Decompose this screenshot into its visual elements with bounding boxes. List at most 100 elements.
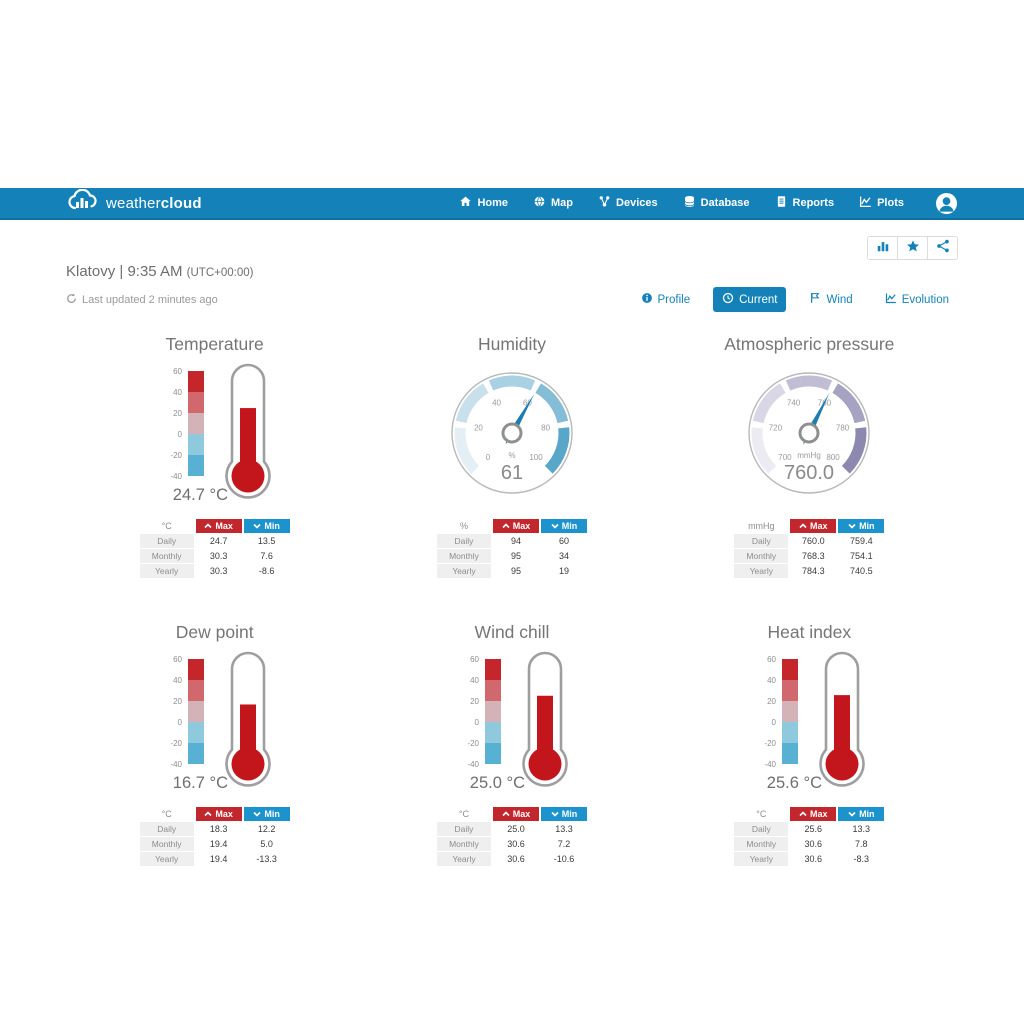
station-title: Klatovy | 9:35 AM (UTC+00:00) bbox=[66, 263, 254, 280]
min-value: -8.3 bbox=[853, 854, 870, 864]
nav-item-devices[interactable]: Devices bbox=[598, 195, 658, 211]
gauge-band-segment bbox=[488, 375, 536, 391]
statistics-button[interactable] bbox=[868, 237, 897, 259]
bar-chart-icon bbox=[876, 239, 890, 258]
gauge-band-segment bbox=[454, 427, 480, 474]
panel-heat-index: Heat index 60 40 20 0 -20 -40 25.6 °C °C Max Min Da… bbox=[661, 622, 958, 866]
thermometer-column-fill bbox=[834, 695, 851, 764]
scale-segment bbox=[782, 743, 799, 764]
favorite-button[interactable] bbox=[897, 237, 927, 259]
thermometer-visualization: 60 40 20 0 -20 -40 25.6 °C bbox=[724, 647, 894, 801]
nav-item-reports[interactable]: Reports bbox=[775, 195, 834, 211]
max-value: 19.4 bbox=[209, 854, 228, 864]
min-value: 13.3 bbox=[555, 824, 573, 834]
chevron-up-icon bbox=[502, 523, 510, 529]
max-value: 94 bbox=[510, 536, 521, 546]
gauge-band-segment bbox=[753, 383, 787, 424]
stats-table: % Max Min Daily 94 60 Monthly 95 34 Yearly 95 19 bbox=[436, 519, 587, 578]
gauge-band-segment bbox=[535, 383, 569, 424]
flag-icon bbox=[809, 292, 821, 307]
min-value: 759.4 bbox=[850, 536, 873, 546]
thermometer-visualization: 60 40 20 0 -20 -40 25.0 °C bbox=[427, 647, 597, 801]
top-whitespace bbox=[0, 0, 1024, 188]
cloud-logo-icon bbox=[66, 188, 100, 218]
panel-dew-point: Dew point 60 40 20 0 -20 -40 16.7 °C °C Max Min Dai… bbox=[66, 622, 363, 866]
current-value: 61 bbox=[501, 462, 523, 484]
gauge-band-segment bbox=[786, 375, 833, 391]
table-unit-header: % bbox=[459, 521, 468, 531]
gauge-tick-label: 40 bbox=[492, 399, 501, 408]
scale-tick-label: 20 bbox=[470, 697, 479, 706]
gauge-humidity: 0 20 40 60 80 100% 61 bbox=[451, 372, 573, 494]
scale-tick-label: -20 bbox=[765, 739, 777, 748]
scale-tick-label: 60 bbox=[767, 655, 776, 664]
row-label: Yearly bbox=[436, 564, 491, 578]
max-value: 30.6 bbox=[804, 839, 823, 849]
scale-segment bbox=[187, 455, 204, 476]
max-value: 760.0 bbox=[802, 536, 825, 546]
scale-segment bbox=[187, 371, 204, 392]
table-min-header: Min bbox=[540, 807, 587, 821]
scale-tick-label: 40 bbox=[767, 676, 776, 685]
scale-segment bbox=[187, 680, 204, 701]
scale-tick-label: 20 bbox=[767, 697, 776, 706]
panel-title: Wind chill bbox=[474, 622, 550, 642]
max-value: 95 bbox=[510, 566, 521, 576]
thermometer-wind-chill: 60 40 20 0 -20 -40 25.0 °C bbox=[467, 651, 568, 792]
panel-title: Heat index bbox=[767, 622, 852, 642]
chevron-down-icon bbox=[551, 523, 559, 529]
chevron-down-icon bbox=[848, 811, 856, 817]
app-header-bar: weathercloud Home Map Devices Database R… bbox=[0, 188, 1024, 220]
tab-current[interactable]: Current bbox=[713, 287, 787, 312]
row-label: Daily bbox=[436, 822, 491, 836]
refresh-icon[interactable] bbox=[66, 293, 77, 307]
tab-wind[interactable]: Wind bbox=[800, 287, 861, 312]
scale-segment bbox=[782, 680, 799, 701]
max-value: 784.3 bbox=[802, 566, 825, 576]
gauge-atmospheric-pressure: 700720740760780800mmHg760.0 bbox=[748, 372, 871, 494]
nav-item-home[interactable]: Home bbox=[459, 195, 508, 211]
share-button[interactable] bbox=[927, 237, 957, 259]
gauge-band-segment bbox=[832, 383, 866, 424]
row-label: Yearly bbox=[139, 852, 194, 866]
gauge-tick-label: 0 bbox=[486, 453, 491, 462]
tab-profile[interactable]: Profile bbox=[632, 287, 700, 312]
min-value: 12.2 bbox=[257, 824, 276, 834]
scale-segment bbox=[187, 722, 204, 743]
max-value: 30.3 bbox=[209, 566, 228, 576]
scale-segment bbox=[187, 413, 204, 434]
scale-segment bbox=[484, 659, 501, 680]
weathercloud-logo[interactable]: weathercloud bbox=[66, 188, 202, 218]
tab-evolution[interactable]: Evolution bbox=[876, 287, 958, 312]
scale-tick-label: 0 bbox=[177, 718, 182, 727]
gauge-tick-label: 740 bbox=[787, 399, 801, 408]
gauge-tick-label: 20 bbox=[474, 423, 483, 432]
panels-row-2: Dew point 60 40 20 0 -20 -40 16.7 °C °C Max Min Dai… bbox=[66, 622, 958, 866]
table-unit-header: °C bbox=[161, 809, 172, 819]
clock-icon bbox=[722, 292, 734, 307]
gauge-visualization: 700720740760780800mmHg760.0 bbox=[733, 359, 885, 513]
gauge-tick-label: 60 bbox=[523, 399, 532, 408]
gauge-band-segment bbox=[842, 427, 867, 474]
max-value: 25.6 bbox=[804, 824, 823, 834]
max-value: 30.6 bbox=[507, 854, 525, 864]
row-label: Monthly bbox=[734, 549, 789, 563]
user-avatar[interactable] bbox=[935, 192, 958, 215]
row-label: Yearly bbox=[139, 564, 194, 578]
stats-table: °C Max Min Daily 25.6 13.3 Monthly 30.6 7.8 Yearl… bbox=[734, 807, 885, 866]
scale-tick-label: 40 bbox=[173, 676, 182, 685]
table-unit-header: mmHg bbox=[748, 521, 775, 531]
home-icon bbox=[459, 195, 472, 211]
nav-item-plots[interactable]: Plots bbox=[859, 195, 904, 211]
table-unit-header: °C bbox=[756, 809, 767, 819]
scale-tick-label: 0 bbox=[177, 430, 182, 439]
table-max-header: Max bbox=[790, 807, 837, 821]
gauge-unit: mmHg bbox=[798, 451, 822, 460]
gauge-tick-label: 700 bbox=[779, 453, 793, 462]
scale-segment bbox=[484, 722, 501, 743]
nav-item-map[interactable]: Map bbox=[533, 195, 573, 211]
thermometer-heat-index: 60 40 20 0 -20 -40 25.6 °C bbox=[765, 651, 866, 792]
nav-item-database[interactable]: Database bbox=[683, 195, 750, 211]
thermometer-visualization: 60 40 20 0 -20 -40 16.7 °C bbox=[130, 647, 300, 801]
table-max-header: Max bbox=[195, 807, 242, 821]
